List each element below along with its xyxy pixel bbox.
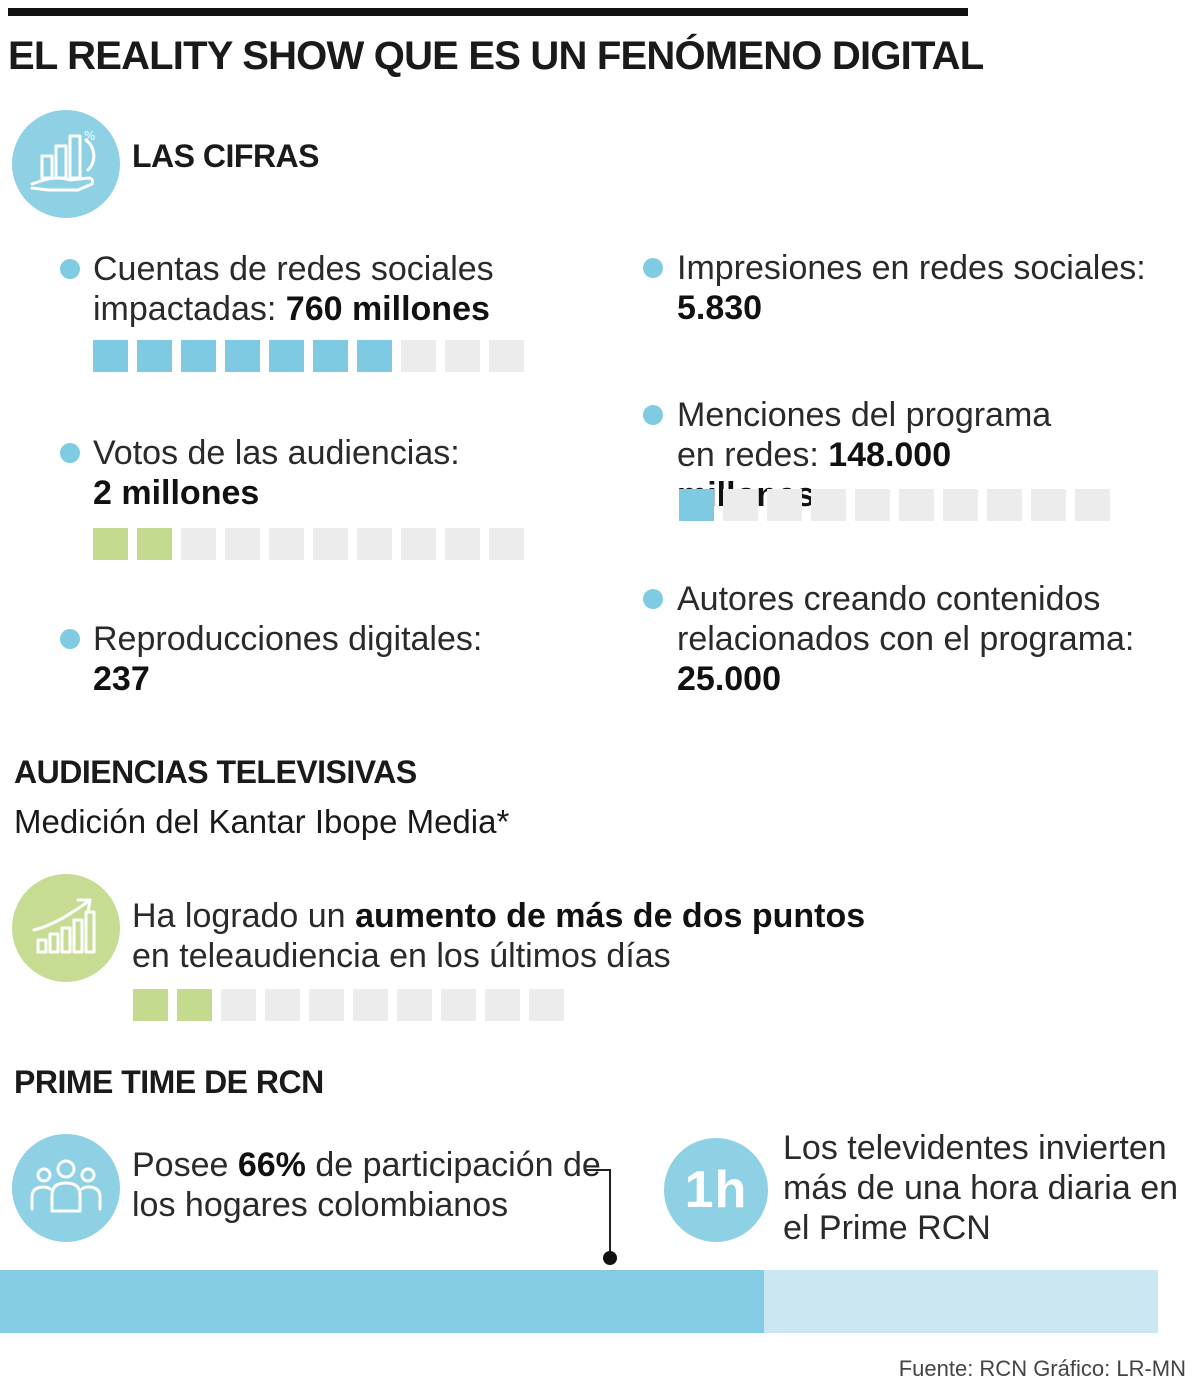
stat-reproducciones: Reproducciones digitales: 237 [93, 619, 563, 699]
stat-label: Votos de las audiencias: [93, 434, 460, 472]
stat-value: 5.830 [677, 289, 763, 327]
progress-square-empty [445, 528, 480, 560]
hour-badge: 1h [664, 1138, 768, 1242]
progress-square-empty [811, 489, 846, 521]
stat-label: Menciones del programa en redes: [677, 396, 1052, 474]
progress-square-empty [269, 528, 304, 560]
bullet-dot [60, 259, 80, 279]
stat-impresiones: Impresiones en redes sociales: 5.830 [677, 248, 1177, 328]
bullet-dot [643, 405, 663, 425]
people-group-icon [12, 1134, 120, 1242]
progress-square-filled [679, 489, 714, 521]
stat-value: 760 millones [285, 290, 490, 328]
page-title: EL REALITY SHOW QUE ES UN FENÓMENO DIGIT… [8, 34, 984, 78]
progress-square-empty [353, 989, 388, 1021]
progress-square-empty [445, 340, 480, 372]
progress-square-filled [269, 340, 304, 372]
progress-square-empty [401, 528, 436, 560]
source-credit: Fuente: RCN Gráfico: LR-MN [898, 1356, 1186, 1381]
progress-square-empty [401, 340, 436, 372]
progress-square-empty [181, 528, 216, 560]
stat-value: 25.000 [677, 660, 781, 698]
progress-squares-audiencias [133, 989, 564, 1021]
progress-squares-cuentas [93, 340, 524, 372]
progress-square-empty [723, 489, 758, 521]
progress-square-empty [529, 989, 564, 1021]
progress-square-empty [943, 489, 978, 521]
audiencias-subheading: Medición del Kantar Ibope Media* [14, 803, 510, 840]
share-text-post: de participación de los hogares colombia… [132, 1146, 601, 1224]
progress-square-empty [767, 489, 802, 521]
progress-square-empty [485, 989, 520, 1021]
progress-square-empty [987, 489, 1022, 521]
progress-square-empty [441, 989, 476, 1021]
progress-squares-menciones [679, 489, 1110, 521]
progress-square-empty [855, 489, 890, 521]
bullet-dot [643, 589, 663, 609]
progress-square-empty [489, 528, 524, 560]
stat-cuentas: Cuentas de redes sociales impactadas: 76… [93, 249, 563, 329]
progress-square-filled [137, 528, 172, 560]
audiencias-heading: AUDIENCIAS TELEVISIVAS [14, 754, 417, 790]
stat-label: Reproducciones digitales: [93, 620, 483, 658]
share-value: 66% [237, 1146, 306, 1184]
share-bar [0, 1270, 1158, 1333]
stat-autores: Autores creando contenidos relacionados … [677, 579, 1177, 699]
stat-label: Autores creando contenidos relacionados … [677, 580, 1135, 658]
progress-squares-votos [93, 528, 524, 560]
cifras-heading: LAS CIFRAS [132, 138, 320, 174]
progress-square-filled [225, 340, 260, 372]
audiencias-text-bold: aumento de más de dos puntos [355, 897, 866, 935]
audiencias-text-post: en teleaudiencia en los últimos días [132, 937, 671, 975]
stat-value: 237 [93, 660, 150, 698]
progress-square-empty [313, 528, 348, 560]
progress-square-empty [309, 989, 344, 1021]
progress-square-filled [181, 340, 216, 372]
stat-label: Cuentas de redes sociales impactadas: [93, 250, 494, 328]
chart-hand-icon: % [12, 110, 120, 218]
hour-text: Los televidentes invierten más de una ho… [783, 1129, 1179, 1247]
progress-square-empty [1031, 489, 1066, 521]
progress-square-filled [93, 340, 128, 372]
bullet-dot [60, 443, 80, 463]
progress-square-empty [397, 989, 432, 1021]
stat-votos: Votos de las audiencias: 2 millones [93, 433, 563, 513]
progress-square-filled [133, 989, 168, 1021]
progress-square-filled [357, 340, 392, 372]
share-bar-fill [0, 1270, 765, 1333]
audiencias-text-pre: Ha logrado un [132, 897, 346, 935]
svg-text:%: % [84, 129, 95, 143]
share-text: Posee 66% de participación de los hogare… [132, 1145, 602, 1225]
progress-square-empty [265, 989, 300, 1021]
progress-square-empty [357, 528, 392, 560]
progress-square-empty [221, 989, 256, 1021]
progress-square-filled [137, 340, 172, 372]
progress-square-empty [899, 489, 934, 521]
share-text-pre: Posee [132, 1146, 229, 1184]
progress-square-filled [93, 528, 128, 560]
hour-badge-label: 1h [684, 1161, 748, 1219]
progress-square-empty [1075, 489, 1110, 521]
growth-chart-icon [12, 874, 120, 982]
bullet-dot [643, 258, 663, 278]
stat-label: Impresiones en redes sociales: [677, 249, 1146, 287]
top-rule [8, 8, 968, 16]
progress-square-empty [489, 340, 524, 372]
audiencias-text: Ha logrado un aumento de más de dos punt… [132, 896, 952, 976]
bullet-dot [60, 629, 80, 649]
progress-square-empty [225, 528, 260, 560]
progress-square-filled [177, 989, 212, 1021]
prime-heading: PRIME TIME DE RCN [14, 1064, 324, 1100]
share-connector-line [586, 1169, 617, 1265]
progress-square-filled [313, 340, 348, 372]
stat-value: 2 millones [93, 474, 260, 512]
